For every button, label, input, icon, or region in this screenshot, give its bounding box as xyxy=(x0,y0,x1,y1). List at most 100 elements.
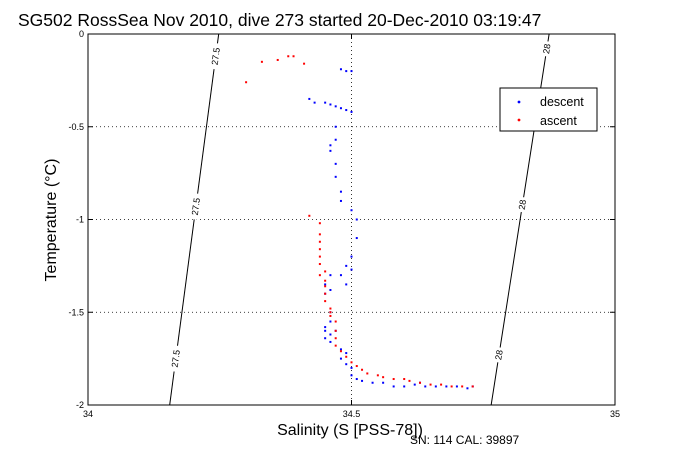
descent-point xyxy=(350,374,353,377)
ascent-point xyxy=(318,240,321,243)
descent-point xyxy=(334,138,337,141)
descent-point xyxy=(329,320,332,323)
ascent-point xyxy=(355,365,358,368)
descent-point xyxy=(345,352,348,355)
y-tick-label: 0 xyxy=(79,29,84,39)
ascent-point xyxy=(324,279,327,282)
chart-title: SG502 RossSea Nov 2010, dive 273 started… xyxy=(18,10,541,30)
ascent-point xyxy=(334,344,337,347)
legend-ascent-marker xyxy=(517,118,521,122)
descent-point xyxy=(329,340,332,343)
y-axis-label: Temperature (°C) xyxy=(43,159,60,282)
ascent-point xyxy=(245,81,248,84)
ascent-point xyxy=(339,350,342,353)
descent-point xyxy=(339,68,342,71)
descent-point xyxy=(413,383,416,386)
iso-27-5-label-bg xyxy=(209,42,223,70)
ascent-points xyxy=(245,55,474,388)
x-tick-label: 34 xyxy=(83,409,93,419)
descent-point xyxy=(324,101,327,104)
ascent-point xyxy=(334,320,337,323)
descent-point xyxy=(324,326,327,329)
descent-point xyxy=(355,378,358,381)
y-tick-label: -1.5 xyxy=(68,307,84,317)
descent-point xyxy=(324,337,327,340)
descent-point xyxy=(329,103,332,106)
ascent-point xyxy=(403,378,406,381)
descent-point xyxy=(329,274,332,277)
ascent-point xyxy=(318,233,321,236)
descent-point xyxy=(334,162,337,165)
ascent-point xyxy=(461,385,464,388)
ascent-point xyxy=(287,55,290,58)
ascent-point xyxy=(329,311,332,314)
legend-ascent-label: ascent xyxy=(540,114,577,128)
descent-point xyxy=(334,125,337,128)
descent-point xyxy=(339,107,342,110)
descent-point xyxy=(466,387,469,390)
ascent-point xyxy=(429,383,432,386)
iso-28-label: 28 xyxy=(541,43,552,54)
descent-point xyxy=(455,385,458,388)
descent-point xyxy=(350,366,353,369)
x-tick-label: 35 xyxy=(610,409,620,419)
iso-28-label-group: 28 xyxy=(516,196,529,213)
descent-point xyxy=(403,385,406,388)
ascent-point xyxy=(345,355,348,358)
iso-28-label-group: 28 xyxy=(540,40,553,58)
descent-point xyxy=(345,264,348,267)
iso-28-label-group: 28 xyxy=(492,346,506,364)
descent-point xyxy=(350,110,353,113)
descent-point xyxy=(350,268,353,271)
ascent-point xyxy=(276,58,279,61)
descent-point xyxy=(339,274,342,277)
descent-point xyxy=(339,199,342,202)
ascent-point xyxy=(334,337,337,340)
ascent-point xyxy=(366,372,369,375)
ascent-point xyxy=(318,255,321,258)
descent-point xyxy=(324,283,327,286)
ascent-point xyxy=(382,376,385,379)
iso-27-5-label: 27.5 xyxy=(210,47,222,66)
ascent-point xyxy=(419,381,422,384)
legend-descent-marker xyxy=(517,100,521,104)
iso-27-5-label: 27.5 xyxy=(190,197,202,216)
descent-point xyxy=(345,70,348,73)
descent-point xyxy=(424,385,427,388)
descent-point xyxy=(329,288,332,291)
legend-box xyxy=(499,87,598,132)
ascent-point xyxy=(324,292,327,295)
ascent-point xyxy=(260,60,263,63)
axis-ticks: 34 34.5 35 0 -0.5 -1 -1.5 -2 xyxy=(68,29,620,419)
descent-point xyxy=(339,348,342,351)
footer-serial-cal: SN: 114 CAL: 39897 xyxy=(410,433,520,447)
y-tick-label: -0.5 xyxy=(68,122,84,132)
descent-point xyxy=(371,381,374,384)
descent-point xyxy=(345,109,348,112)
descent-point xyxy=(361,379,364,382)
ascent-point xyxy=(471,385,474,388)
descent-point xyxy=(445,385,448,388)
ascent-point xyxy=(318,222,321,225)
descent-point xyxy=(329,144,332,147)
descent-point xyxy=(355,218,358,221)
iso-28-label-bg xyxy=(492,346,506,364)
ascent-point xyxy=(324,285,327,288)
iso-28-label: 28 xyxy=(517,199,528,210)
descent-point xyxy=(339,190,342,193)
descent-points xyxy=(308,68,474,390)
isopycnal-contours: 27.5 27.5 27.5 28 28 28 xyxy=(169,33,553,406)
x-tick-label: 34.5 xyxy=(343,409,361,419)
iso-27-5-label-bg xyxy=(189,192,203,221)
ascent-point xyxy=(361,368,364,371)
legend: descent ascent xyxy=(499,87,598,132)
descent-point xyxy=(350,70,353,73)
ascent-point xyxy=(318,248,321,251)
descent-point xyxy=(355,237,358,240)
descent-point xyxy=(324,329,327,332)
ascent-point xyxy=(334,329,337,332)
ascent-point xyxy=(324,270,327,273)
ascent-point xyxy=(440,383,443,386)
y-tick-label: -1 xyxy=(76,215,84,225)
